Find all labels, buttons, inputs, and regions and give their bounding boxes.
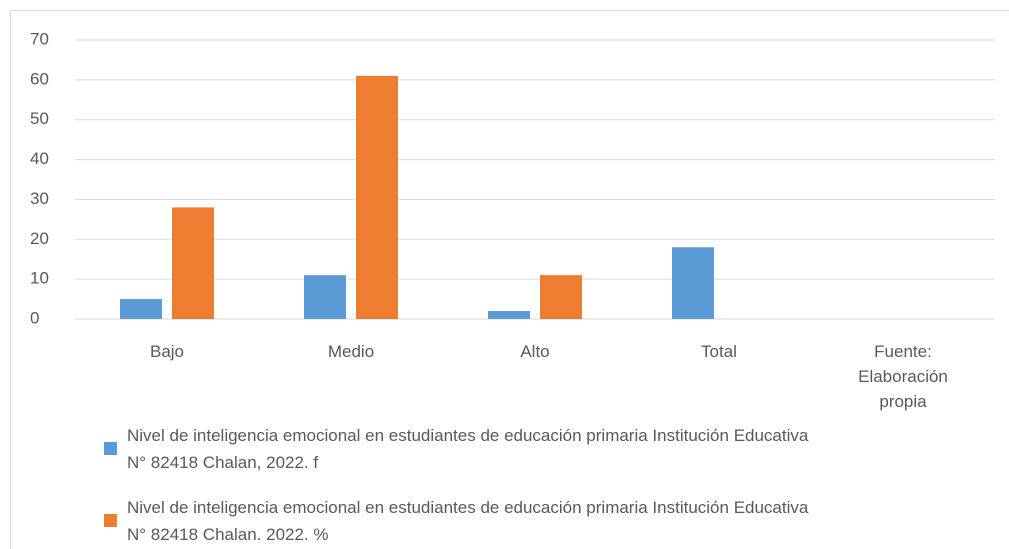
bar: [120, 299, 162, 319]
bar: [356, 75, 398, 319]
y-tick-label: 0: [30, 308, 39, 327]
bar: [540, 275, 582, 319]
bar: [488, 311, 530, 319]
bar: [172, 207, 214, 319]
x-tick-label: Medio: [327, 342, 375, 361]
x-tick-label: Bajo: [149, 342, 185, 361]
legend-swatch: [104, 514, 117, 527]
bar: [672, 247, 714, 319]
y-tick-label: 20: [30, 229, 49, 248]
y-tick-label: 10: [30, 269, 49, 288]
bar: [304, 275, 346, 319]
legend-label: Nivel de inteligencia emocional en estud…: [127, 498, 809, 544]
legend-item: Nivel de inteligencia emocional en estud…: [104, 494, 824, 548]
y-tick-label: 40: [30, 149, 49, 168]
chart-border: [10, 10, 1009, 549]
legend-label: Nivel de inteligencia emocional en estud…: [127, 426, 809, 472]
legend-item: Nivel de inteligencia emocional en estud…: [104, 422, 824, 476]
y-tick-label: 60: [30, 69, 49, 88]
x-tick-label: Alto: [520, 342, 550, 361]
y-tick-label: 30: [30, 189, 49, 208]
y-tick-label: 50: [30, 109, 49, 128]
x-tick-label: Total: [701, 342, 737, 361]
legend-swatch: [104, 442, 117, 455]
y-tick-label: 70: [30, 29, 49, 48]
x-tick-label: Fuente: Elaboración propia: [858, 342, 948, 411]
